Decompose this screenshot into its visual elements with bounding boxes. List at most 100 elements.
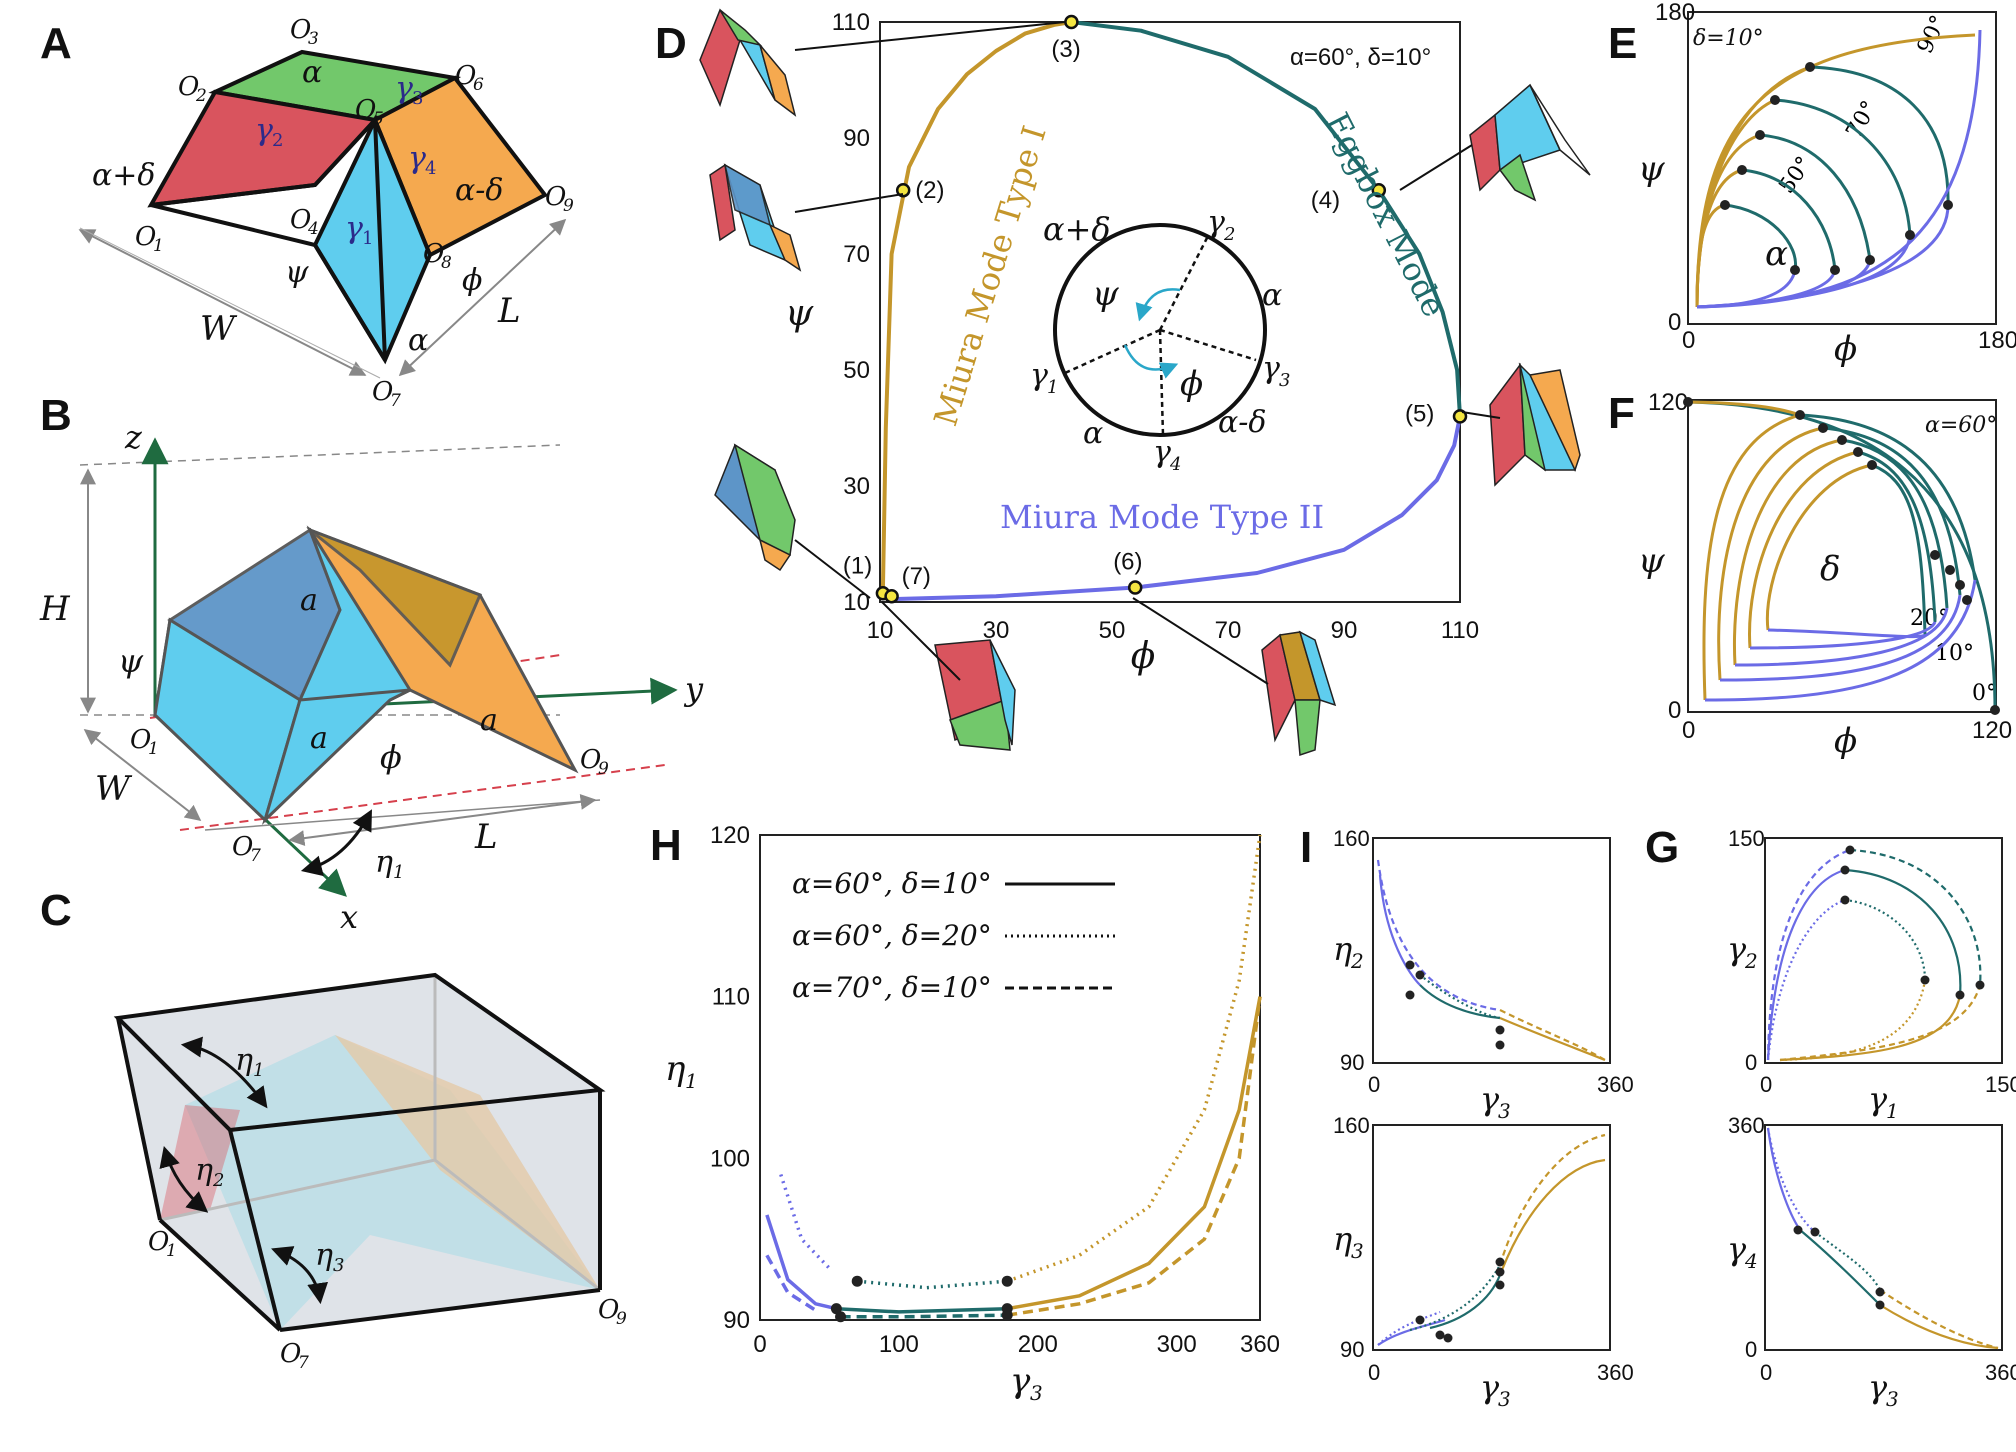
- svg-text:2: 2: [1350, 949, 1364, 973]
- svg-text:η: η: [315, 1238, 333, 1273]
- panel-a: A O3 O2 O6 O5 O4 O8 O9 O1 O7 α+δ α α-δ α…: [40, 15, 574, 411]
- svg-text:90: 90: [1340, 1337, 1364, 1362]
- svg-text:γ: γ: [408, 141, 426, 176]
- series-line-h-0: [1006, 996, 1262, 1311]
- state-point: [1371, 182, 1387, 198]
- svg-text:G: G: [1645, 823, 1679, 872]
- svg-text:180: 180: [1978, 327, 2016, 354]
- svg-text:H: H: [650, 821, 682, 870]
- svg-text:B: B: [40, 391, 72, 440]
- svg-text:4: 4: [425, 158, 436, 179]
- svg-text:O: O: [135, 222, 156, 252]
- svg-text:1: 1: [253, 1060, 264, 1081]
- state-point: [1127, 580, 1143, 595]
- svg-text:γ: γ: [1868, 1080, 1888, 1118]
- transition-point: [851, 1275, 863, 1287]
- vertex-circle: [1053, 223, 1267, 437]
- svg-text:η: η: [1333, 1220, 1352, 1258]
- svg-text:0: 0: [1668, 697, 1681, 724]
- svg-text:α: α: [408, 323, 428, 358]
- svg-text:α: α: [1765, 234, 1788, 274]
- svg-text:0°: 0°: [1972, 681, 1997, 706]
- state-point-label: (4): [1311, 187, 1340, 214]
- svg-text:3: 3: [1030, 1381, 1043, 1405]
- y-tick-d: 50: [843, 357, 870, 384]
- svg-text:O: O: [598, 1295, 619, 1325]
- series-line-h-0: [765, 1214, 837, 1311]
- series-line-2: [891, 416, 1462, 602]
- svg-text:360: 360: [1597, 1072, 1634, 1097]
- transition-point: [1001, 1275, 1013, 1287]
- svg-text:90°: 90°: [1913, 12, 1952, 58]
- series-line-h-0: [836, 1306, 1008, 1314]
- svg-text:F: F: [1608, 389, 1635, 438]
- legend-h: α=60°, δ=10° α=60°, δ=20° α=70°, δ=10°: [792, 867, 1115, 1004]
- fold-icon-2: [709, 163, 904, 272]
- svg-text:1: 1: [393, 862, 404, 883]
- series-line-h-2: [1006, 996, 1262, 1317]
- svg-text:δ=10°: δ=10°: [1693, 26, 1764, 51]
- series-line-h-1: [1006, 834, 1262, 1283]
- svg-text:x: x: [340, 898, 358, 936]
- svg-text:0: 0: [1368, 1360, 1380, 1385]
- svg-text:γ: γ: [255, 113, 273, 148]
- series-line-h-2: [840, 1313, 1008, 1319]
- fold-icon-5: [1461, 362, 1581, 487]
- svg-text:3: 3: [1886, 1387, 1899, 1411]
- x-tick-h: 0: [753, 1331, 766, 1358]
- x-tick-d: 30: [983, 617, 1010, 644]
- transition-point: [835, 1311, 847, 1323]
- svg-text:γ: γ: [1207, 205, 1225, 240]
- svg-text:γ: γ: [1868, 1368, 1888, 1406]
- x-tick-d: 70: [1215, 617, 1242, 644]
- state-point-label: (1): [843, 552, 872, 579]
- svg-text:4: 4: [1169, 454, 1181, 475]
- svg-text:γ: γ: [395, 71, 413, 106]
- svg-text:3: 3: [1279, 370, 1290, 391]
- svg-text:O: O: [130, 725, 151, 755]
- svg-text:δ: δ: [1820, 549, 1840, 589]
- eggbox-label: Eggbox Mode: [1318, 106, 1453, 323]
- y-tick-h: 90: [723, 1307, 750, 1334]
- series-line-h-1: [779, 1173, 831, 1270]
- panel-i: I 160 90 0 360 γ3 η2 160 90 0 360 γ3 η3: [1300, 823, 1634, 1411]
- fold-icon-7: [881, 601, 1016, 751]
- svg-text:1: 1: [166, 1241, 177, 1261]
- x-tick-d: 90: [1331, 617, 1358, 644]
- svg-text:7: 7: [390, 391, 401, 411]
- svg-text:ϕ: ϕ: [1180, 364, 1203, 404]
- plot-frame-h: [759, 834, 1261, 1321]
- state-point-label: (7): [902, 563, 931, 590]
- svg-text:2: 2: [195, 86, 207, 106]
- svg-text:W: W: [200, 309, 238, 349]
- svg-text:0: 0: [1760, 1360, 1772, 1385]
- svg-text:γ: γ: [1727, 1230, 1747, 1268]
- svg-text:120: 120: [1648, 389, 1688, 416]
- svg-text:O: O: [545, 182, 566, 212]
- svg-text:160: 160: [1333, 1113, 1370, 1138]
- panel-e: E 180 0 0 180 ϕ ψ δ=10° α 90° 70° 50°: [1608, 0, 2016, 369]
- svg-text:α+δ: α+δ: [1043, 210, 1111, 248]
- svg-text:180: 180: [1655, 0, 1695, 26]
- svg-text:γ: γ: [1262, 351, 1280, 386]
- state-point-label: (3): [1051, 36, 1080, 63]
- svg-text:360: 360: [1597, 1360, 1634, 1385]
- svg-text:2: 2: [1223, 224, 1235, 245]
- y-tick-d: 90: [843, 125, 870, 152]
- svg-text:O: O: [372, 377, 393, 407]
- svg-text:α: α: [1262, 278, 1282, 313]
- svg-text:a: a: [310, 721, 328, 756]
- svg-text:160: 160: [1333, 826, 1370, 851]
- y-axis-label-d: ψ: [785, 293, 814, 334]
- y-tick-d: 110: [832, 9, 870, 36]
- svg-text:9: 9: [563, 196, 574, 216]
- x-axis-label-h: γ: [1010, 1361, 1031, 1401]
- x-tick-d: 110: [1441, 617, 1479, 644]
- x-tick-h: 300: [1157, 1331, 1197, 1358]
- svg-text:ψ: ψ: [1638, 149, 1665, 189]
- svg-text:γ: γ: [1727, 930, 1747, 968]
- state-point-label: (5): [1405, 400, 1434, 427]
- svg-text:2: 2: [212, 1170, 224, 1191]
